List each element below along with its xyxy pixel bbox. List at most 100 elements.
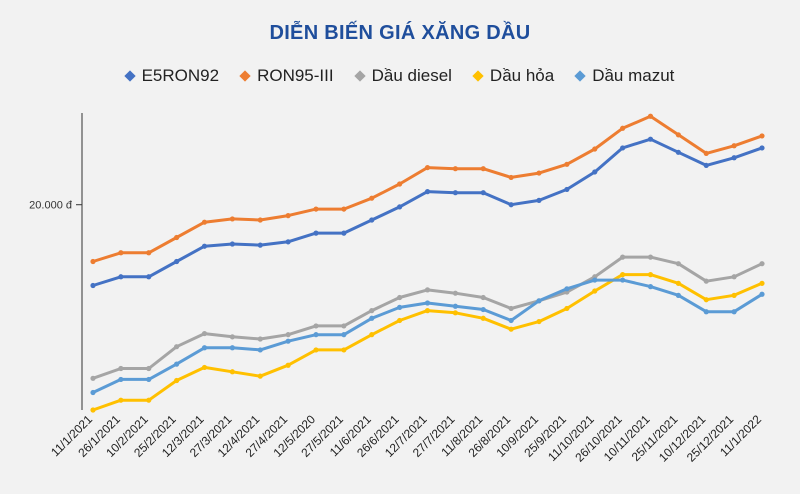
series-point-4 [397,304,403,310]
series-point-2 [201,330,208,337]
series-point-1 [90,258,96,265]
series-point-1 [536,170,542,176]
series-point-2 [424,287,431,293]
series-point-3 [480,315,486,321]
series-point-2 [369,308,375,314]
series-point-2 [508,305,514,312]
series-point-1 [229,216,235,222]
series-point-1 [731,143,737,149]
series-point-1 [620,125,626,131]
series-point-1 [201,219,208,225]
series-point-3 [174,377,180,384]
series-point-3 [647,272,654,278]
series-line-1 [92,114,763,263]
series-point-3 [592,288,598,294]
chart-title: DIỄN BIẾN GIÁ XĂNG DẦU [269,22,531,44]
series-point-3 [675,280,681,286]
series-point-0 [759,145,765,151]
series-point-2 [703,278,709,284]
legend-item-e5ron92: E5RON92 [123,66,219,86]
series-point-3 [341,347,347,353]
series-point-2 [759,261,765,267]
series-point-1 [397,181,403,187]
series-point-0 [229,241,235,247]
legend-label-dau-hoa: Dầu hỏa [489,66,555,85]
series-point-1 [174,234,180,241]
series-point-3 [201,364,208,371]
series-point-3 [731,292,737,298]
series-point-4 [647,284,654,290]
series-point-0 [174,258,180,265]
series-point-4 [480,306,486,313]
series-point-3 [536,318,542,325]
series-line-2 [92,255,763,380]
legend-label-diesel: Dầu diesel [371,66,452,85]
legend-item-dau-hoa: Dầu hỏa [472,66,555,86]
series-point-3 [397,317,403,324]
series-point-4 [620,277,626,283]
series-point-4 [703,309,709,315]
series-point-3 [452,310,458,316]
legend-label-mazut: Dầu mazut [592,66,675,85]
y-tick-label: 20.000 đ [29,200,73,212]
series-point-0 [508,202,514,208]
series-point-4 [201,345,208,351]
series-point-3 [229,369,235,375]
series-point-0 [731,155,737,161]
series-point-3 [424,308,431,314]
series-point-3 [564,305,570,312]
series-point-4 [90,389,96,396]
series-point-4 [257,347,263,353]
series-point-3 [313,347,319,353]
series-point-1 [424,164,431,171]
series-point-4 [424,300,431,306]
series-point-0 [201,243,208,249]
series-point-3 [759,280,765,286]
series-point-4 [508,317,514,324]
series-point-0 [675,149,681,155]
series-point-1 [285,213,291,219]
series-point-2 [675,261,681,267]
series-point-2 [313,323,319,329]
series-point-0 [257,242,263,248]
series-point-1 [341,206,347,212]
series-point-4 [731,309,737,315]
series-point-2 [341,323,347,329]
series-point-2 [452,290,458,296]
series-point-3 [703,297,709,303]
series-point-1 [564,161,570,167]
series-point-4 [592,277,598,283]
series-point-2 [285,332,291,338]
series-point-0 [620,145,626,151]
series-point-2 [146,365,152,372]
series-point-4 [536,298,542,304]
series-point-0 [480,190,486,196]
series-point-2 [647,254,654,260]
series-point-2 [257,336,263,342]
series-point-1 [452,166,458,172]
series-point-3 [146,397,152,403]
series-point-0 [146,274,152,280]
series-point-0 [285,239,291,245]
series-line-0 [92,137,763,287]
series-point-1 [257,217,263,223]
series-point-0 [424,189,431,195]
series-point-2 [90,375,96,381]
series-point-3 [257,373,263,379]
series-line-4 [92,278,763,394]
series-point-0 [703,162,709,169]
series-point-1 [647,113,654,119]
series-point-1 [369,195,375,201]
series-point-0 [341,230,347,236]
series-point-1 [592,146,598,152]
series-point-2 [229,334,235,340]
legend-item-ron95: RON95-III [239,66,334,86]
series-point-3 [369,332,375,338]
series-point-1 [508,174,514,181]
series-point-4 [313,332,319,338]
series-point-0 [564,186,570,193]
series-point-4 [174,361,180,367]
series-point-2 [731,274,737,280]
series-point-3 [118,397,124,403]
